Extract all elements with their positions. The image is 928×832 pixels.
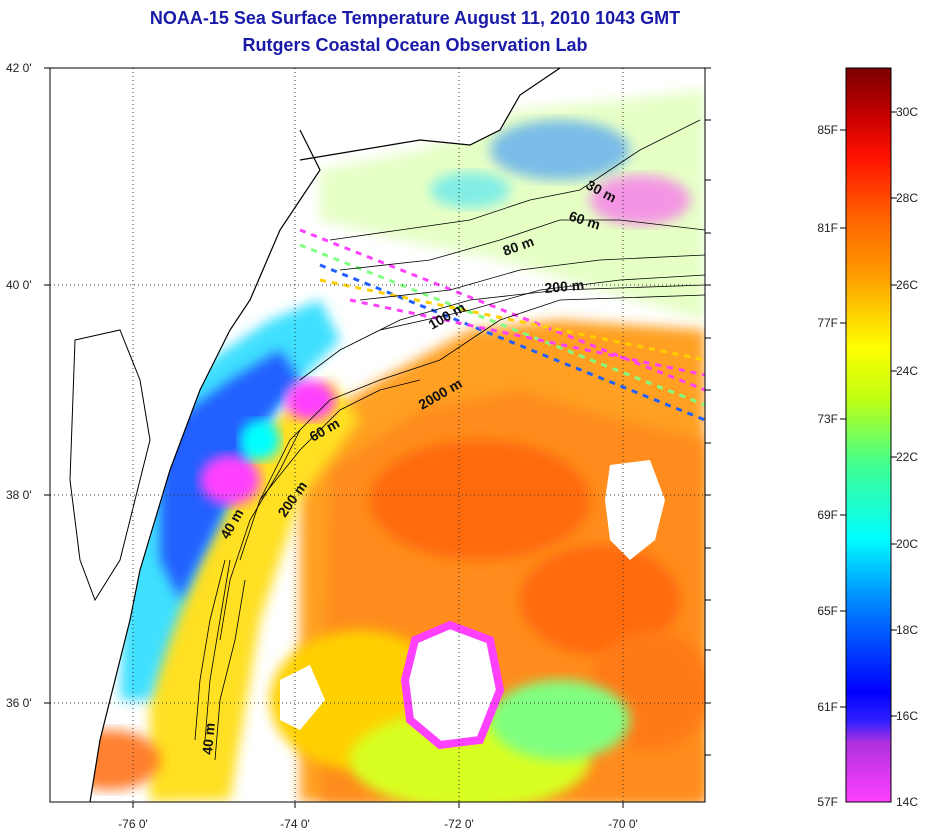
colorbar-f-73: 73F bbox=[817, 412, 838, 426]
colorbar-f-85: 85F bbox=[817, 123, 838, 137]
colorbar-gradient bbox=[845, 67, 892, 803]
colorbar-c-30: 30C bbox=[896, 105, 918, 119]
lon-label-72: -72 0' bbox=[444, 817, 474, 831]
colorbar-f-57: 57F bbox=[817, 795, 838, 809]
map-title: NOAA-15 Sea Surface Temperature August 1… bbox=[149, 8, 681, 28]
lat-label-38: 38 0' bbox=[6, 488, 32, 502]
colorbar-f-81: 81F bbox=[817, 221, 838, 235]
lon-label-74: -74 0' bbox=[280, 817, 310, 831]
isobath-lines bbox=[194, 119, 705, 761]
lat-label-42: 42 0' bbox=[6, 61, 32, 75]
lon-label-70: -70 0' bbox=[608, 817, 638, 831]
colorbar-c-20: 20C bbox=[896, 537, 918, 551]
colorbar-f-61: 61F bbox=[817, 700, 838, 714]
map-subtitle: Rutgers Coastal Ocean Observation Lab bbox=[242, 35, 588, 55]
isobath-label-40m-south: 40 m bbox=[199, 722, 218, 755]
lat-label-36: 36 0' bbox=[6, 696, 32, 710]
colorbar-c-28: 28C bbox=[896, 191, 918, 205]
scanline-artifacts bbox=[299, 228, 705, 422]
colorbar-c-22: 22C bbox=[896, 450, 918, 464]
coastline bbox=[89, 129, 321, 802]
colorbar-c-16: 16C bbox=[896, 709, 918, 723]
colorbar-c-24: 24C bbox=[896, 364, 918, 378]
colorbar-f-69: 69F bbox=[817, 508, 838, 522]
colorbar-c-18: 18C bbox=[896, 623, 918, 637]
colorbar: 85F 81F 77F 73F 69F 65F 61F 57F 30C 28C … bbox=[817, 67, 918, 809]
isobath-label-200m-north: 200 m bbox=[544, 277, 585, 296]
colorbar-f-65: 65F bbox=[817, 604, 838, 618]
colorbar-f-77: 77F bbox=[817, 316, 838, 330]
colorbar-c-26: 26C bbox=[896, 278, 918, 292]
lon-label-76: -76 0' bbox=[118, 817, 148, 831]
sst-raster bbox=[50, 68, 705, 802]
axis-ticks bbox=[44, 67, 711, 808]
colorbar-c-14: 14C bbox=[896, 795, 918, 809]
lat-label-40: 40 0' bbox=[6, 278, 32, 292]
